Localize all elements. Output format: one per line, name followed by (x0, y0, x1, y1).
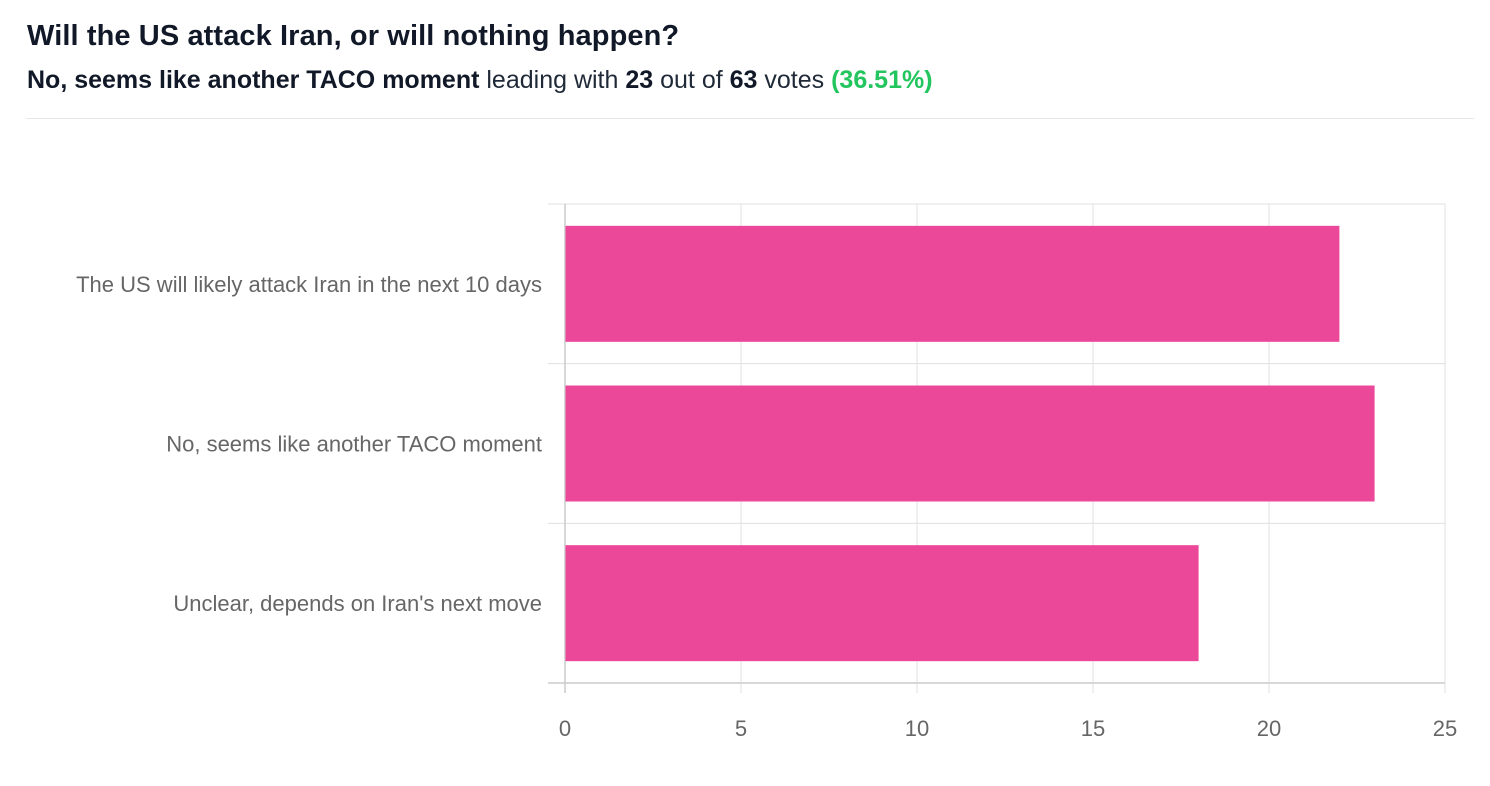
leading-option: No, seems like another TACO moment (27, 66, 480, 94)
poll-title: Will the US attack Iran, or will nothing… (27, 20, 680, 52)
summary-text-out-of: out of (653, 66, 730, 94)
x-tick-label: 25 (1433, 716, 1457, 741)
leader-vote-count: 23 (625, 66, 654, 94)
header-divider (26, 118, 1474, 119)
poll-summary: No, seems like another TACO moment leadi… (27, 66, 933, 95)
total-vote-count: 63 (729, 66, 758, 94)
bar (565, 385, 1375, 502)
category-label: The US will likely attack Iran in the ne… (76, 272, 542, 297)
x-tick-label: 15 (1081, 716, 1105, 741)
bar (565, 225, 1340, 342)
bar (565, 545, 1199, 662)
x-tick-label: 10 (905, 716, 929, 741)
x-tick-label: 5 (735, 716, 747, 741)
leader-percentage: (36.51%) (831, 66, 933, 94)
category-label: No, seems like another TACO moment (166, 432, 542, 457)
summary-text-votes: votes (757, 66, 832, 94)
summary-text-leading: leading with (479, 66, 626, 94)
category-label: Unclear, depends on Iran's next move (173, 591, 542, 616)
x-tick-label: 20 (1257, 716, 1281, 741)
x-tick-label: 0 (559, 716, 571, 741)
